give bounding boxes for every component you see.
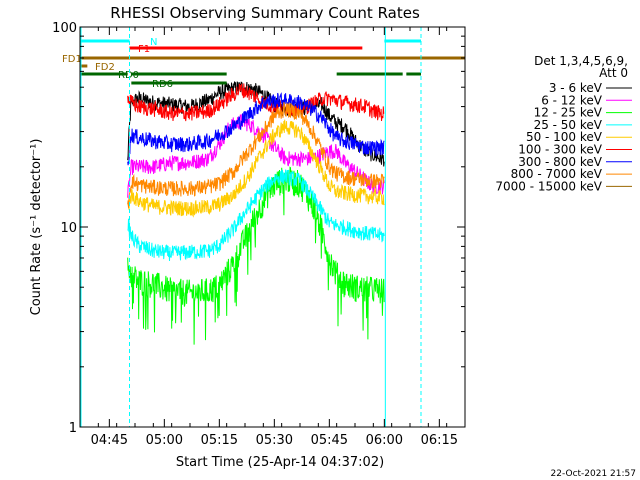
series-line-1: [127, 114, 385, 198]
x-tick-label-5: 06:00: [366, 433, 403, 448]
series-line-5: [127, 83, 385, 122]
legend-label-0: 3 - 6 keV: [549, 81, 603, 95]
x-tick-label-3: 05:30: [256, 433, 293, 448]
legend-label-6: 300 - 800 keV: [518, 155, 602, 169]
flag-label-fd2: FD2: [95, 62, 115, 73]
x-tick-label-2: 05:15: [201, 433, 238, 448]
legend-label-8: 7000 - 15000 keV: [495, 179, 602, 193]
y-tick-label-0: 1: [69, 421, 77, 436]
legend-title-line-1: Att 0: [599, 66, 628, 80]
flag-label-n: N: [150, 37, 157, 48]
series-line-2: [127, 166, 385, 345]
chart-title: RHESSI Observing Summary Count Rates: [110, 4, 420, 22]
legend-label-4: 50 - 100 keV: [526, 130, 603, 144]
flag-label-rd0: RD0: [118, 70, 139, 81]
y-axis-label: Count Rate (s⁻¹ detector⁻¹): [29, 139, 44, 316]
legend-label-5: 100 - 300 keV: [518, 143, 602, 157]
x-tick-label-6: 06:15: [421, 433, 458, 448]
flag-label-f1: F1: [138, 44, 150, 55]
x-axis-label: Start Time (25-Apr-14 04:37:02): [176, 455, 384, 470]
flag-label-fd1: FD1: [62, 54, 82, 65]
series-group: [127, 81, 385, 345]
series-line-7: [127, 102, 385, 208]
plot-frame: [79, 26, 466, 428]
x-ticks: 04:45 05:00 05:15 05:30 05:45 06:00 06:15: [79, 27, 466, 448]
x-tick-label-4: 05:45: [311, 433, 348, 448]
legend-label-2: 12 - 25 keV: [534, 106, 603, 120]
legend-label-3: 25 - 50 keV: [534, 118, 603, 132]
series-line-4: [127, 119, 385, 218]
legend-title-line-0: Det 1,3,4,5,6,9,: [534, 54, 628, 68]
x-tick-label-1: 05:00: [146, 433, 183, 448]
y-ticks: 1 10 100: [52, 21, 465, 436]
legend-label-1: 6 - 12 keV: [541, 93, 603, 107]
legend-label-7: 800 - 7000 keV: [511, 167, 603, 181]
series-line-0: [127, 81, 385, 167]
series-line-3: [127, 169, 385, 262]
footer-date: 22-Oct-2021 21:57: [551, 469, 636, 479]
x-tick-label-0: 04:45: [91, 433, 128, 448]
flag-label-rd6: RD6: [152, 79, 173, 90]
series-line-6: [127, 92, 385, 166]
y-tick-label-2: 100: [52, 21, 77, 36]
y-tick-label-1: 10: [60, 221, 77, 236]
